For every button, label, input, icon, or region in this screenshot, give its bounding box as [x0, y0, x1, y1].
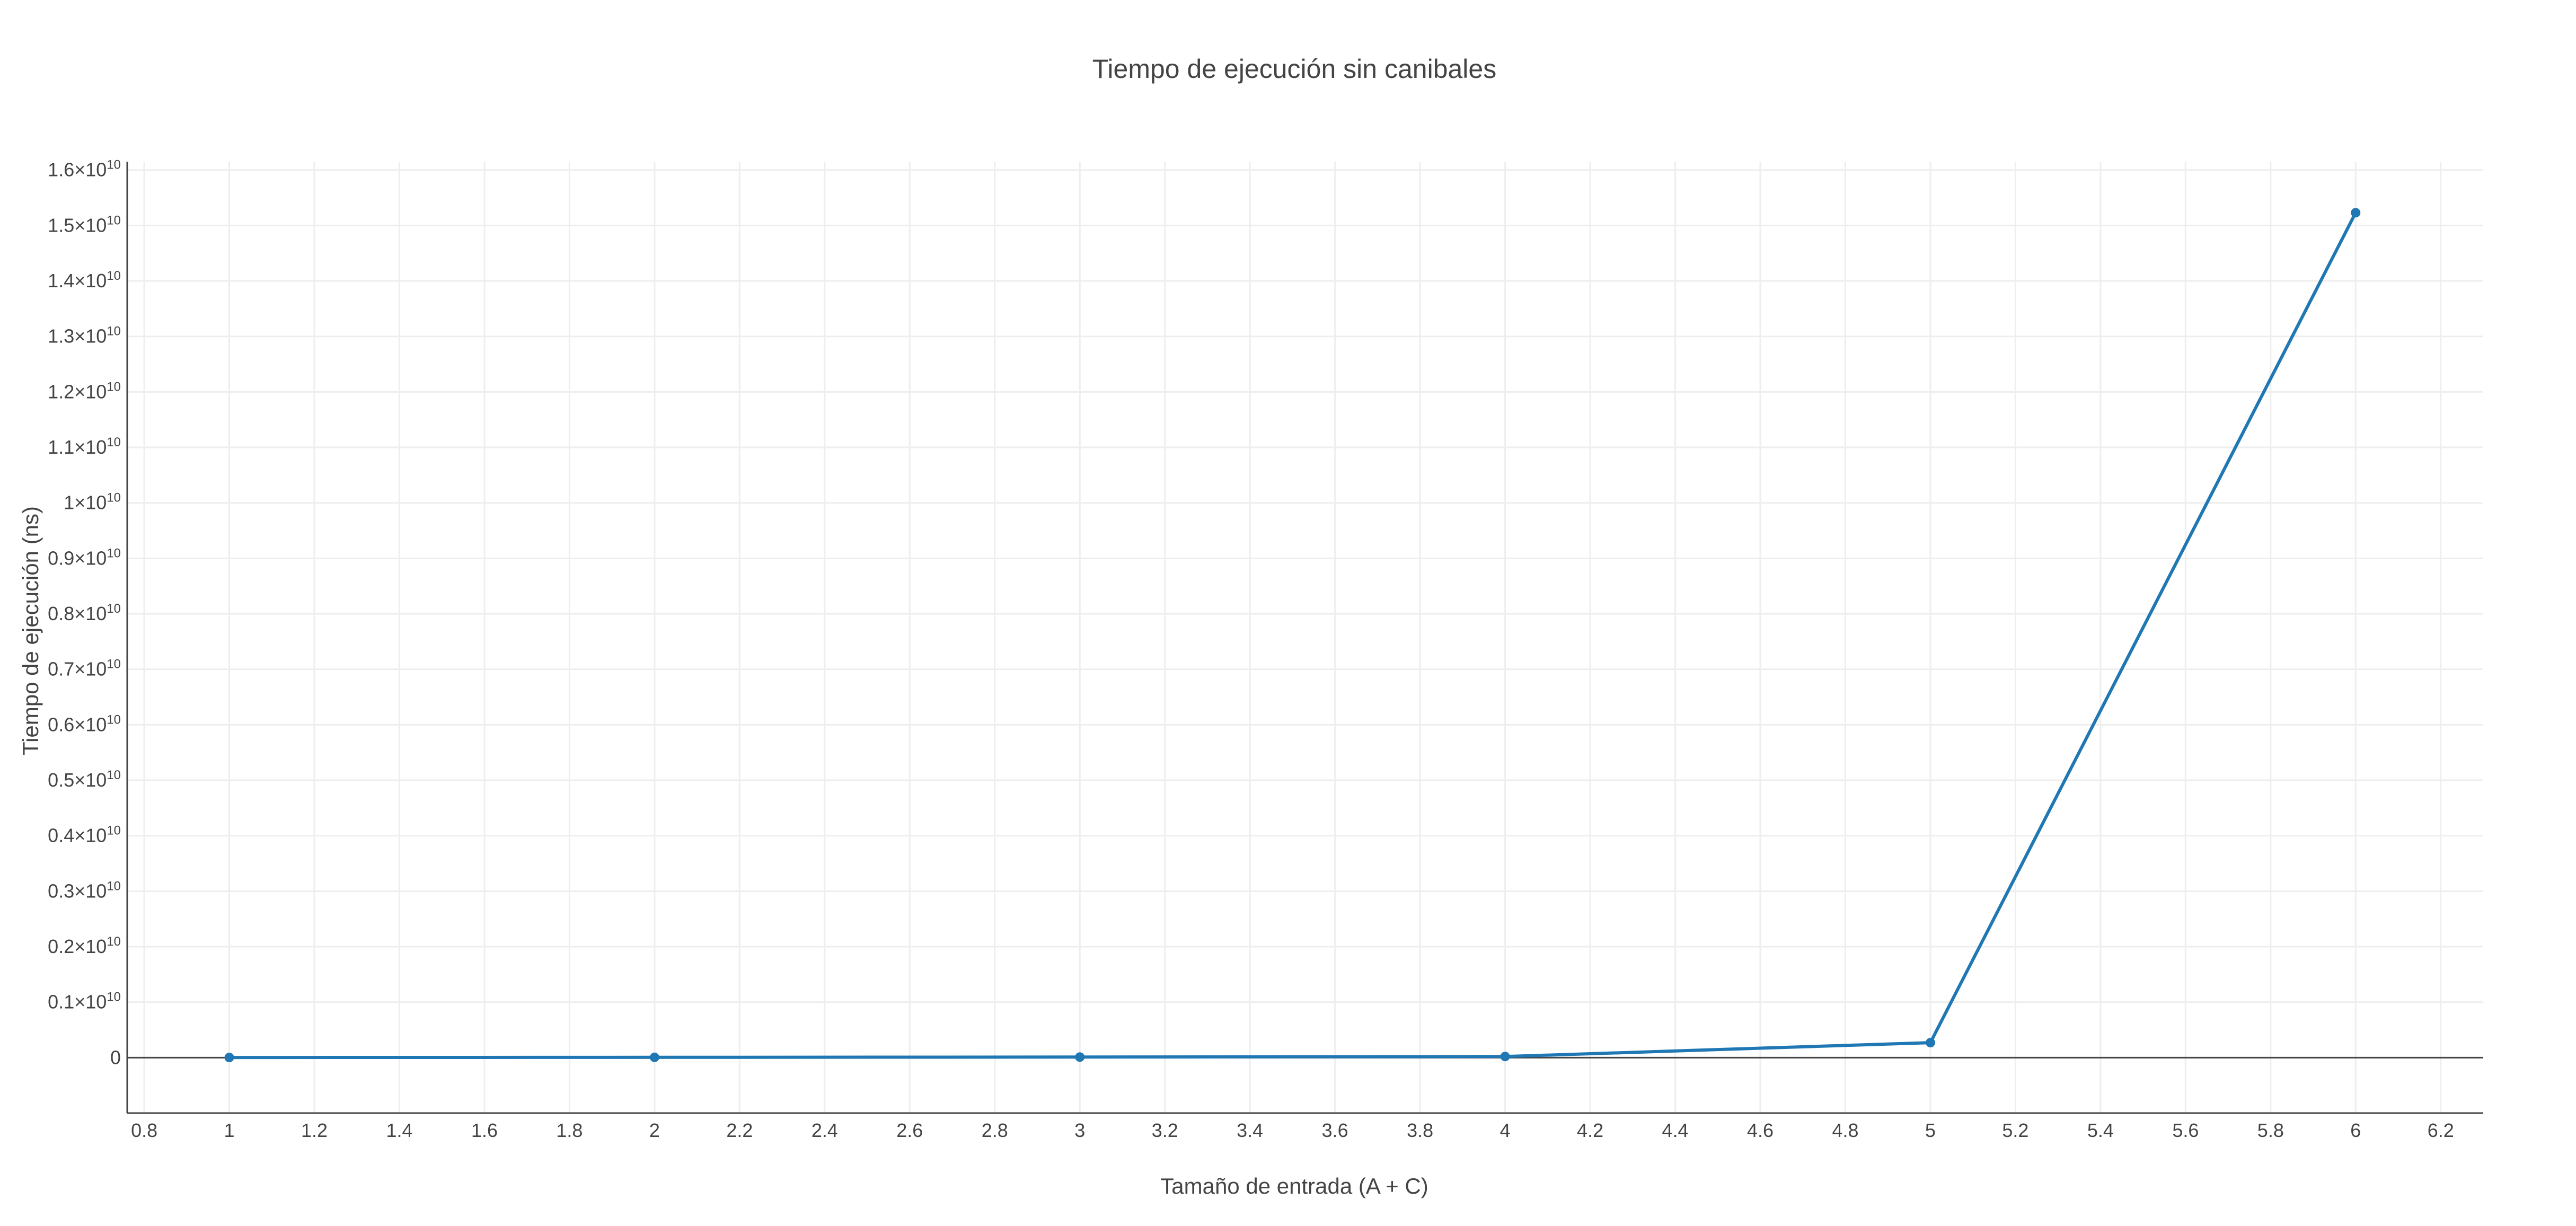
- series-group: [224, 208, 2361, 1063]
- y-tick-label: 1×1010: [64, 491, 121, 514]
- x-axis-title: Tamaño de entrada (A + C): [1160, 1174, 1428, 1198]
- y-gridlines: [127, 169, 2483, 1003]
- y-tick-mantissa: 0.5×10: [48, 769, 107, 791]
- y-tick-label: 0.6×1010: [48, 712, 121, 735]
- x-tick-label: 0.8: [131, 1119, 157, 1141]
- x-tick-labels: 0.8 1 1.2 1.4 1.6 1.8 2 2.2 2.4 2.6 2.8 3 3.2 3.4 3.6 3…: [131, 1119, 2454, 1141]
- y-tick-exponent: 10: [107, 269, 121, 283]
- y-tick-mantissa: 1×10: [64, 492, 107, 514]
- y-tick-exponent: 10: [107, 768, 121, 782]
- x-tick-label: 3: [1074, 1119, 1085, 1141]
- y-tick-label: 0.7×1010: [48, 657, 121, 680]
- y-tick-exponent: 10: [107, 990, 121, 1004]
- y-tick-mantissa: 1.3×10: [48, 325, 107, 347]
- y-tick-exponent: 10: [107, 380, 121, 394]
- x-tick-label: 1.8: [556, 1119, 583, 1141]
- x-tick-label: 6: [2350, 1119, 2361, 1141]
- y-tick-exponent: 10: [107, 934, 121, 949]
- x-tick-label: 2.6: [896, 1119, 923, 1141]
- x-tick-label: 4: [1500, 1119, 1511, 1141]
- x-tick-label: 4.6: [1747, 1119, 1774, 1141]
- y-tick-mantissa: 0.6×10: [48, 713, 107, 735]
- y-tick-label: 0.8×1010: [48, 602, 121, 624]
- y-tick-mantissa: 1.1×10: [48, 436, 107, 458]
- y-tick-label: 1.2×1010: [48, 380, 121, 402]
- y-tick-exponent: 10: [107, 435, 121, 449]
- y-tick-label: 1.6×1010: [48, 158, 121, 181]
- y-tick-label: 0.3×1010: [48, 879, 121, 902]
- data-point[interactable]: [1500, 1052, 1510, 1062]
- data-point[interactable]: [1075, 1052, 1085, 1062]
- y-tick-exponent: 10: [107, 546, 121, 560]
- x-tick-label: 5.8: [2257, 1119, 2284, 1141]
- y-tick-mantissa: 1.2×10: [48, 381, 107, 402]
- y-axis-title: Tiempo de ejecución (ns): [18, 506, 43, 755]
- x-tick-label: 2.4: [811, 1119, 838, 1141]
- y-tick-label: 1.3×1010: [48, 324, 121, 347]
- y-tick-exponent: 10: [107, 712, 121, 727]
- y-tick-exponent: 10: [107, 158, 121, 172]
- series-line: [229, 211, 2357, 1060]
- y-tick-mantissa: 0.3×10: [48, 880, 107, 902]
- x-tick-label: 2: [649, 1119, 660, 1141]
- x-tick-label: 1.2: [301, 1119, 328, 1141]
- y-tick-mantissa: 1.4×10: [48, 270, 107, 292]
- y-tick-exponent: 10: [107, 824, 121, 838]
- x-tick-label: 3.4: [1237, 1119, 1263, 1141]
- x-tick-label: 5: [1925, 1119, 1936, 1141]
- data-point[interactable]: [2351, 208, 2361, 218]
- x-tick-label: 3.8: [1407, 1119, 1433, 1141]
- y-tick-mantissa: 0.4×10: [48, 825, 107, 846]
- y-tick-exponent: 10: [107, 657, 121, 672]
- y-tick-mantissa: 0: [110, 1046, 121, 1068]
- x-tick-label: 4.2: [1577, 1119, 1603, 1141]
- x-tick-label: 6.2: [2428, 1119, 2454, 1141]
- y-tick-label: 1.4×1010: [48, 269, 121, 292]
- y-tick-label: 0: [110, 1046, 121, 1068]
- x-tick-label: 3.2: [1152, 1119, 1178, 1141]
- data-point[interactable]: [649, 1052, 659, 1062]
- data-point[interactable]: [1925, 1038, 1935, 1048]
- x-tick-label: 3.6: [1322, 1119, 1348, 1141]
- y-tick-label: 1.1×1010: [48, 435, 121, 458]
- y-tick-labels: 00.1×10100.2×10100.3×10100.4×10100.5×101…: [48, 158, 121, 1069]
- chart-title: Tiempo de ejecución sin canibales: [1092, 54, 1496, 84]
- y-tick-label: 0.9×1010: [48, 546, 121, 569]
- y-tick-label: 1.5×1010: [48, 213, 121, 236]
- data-point[interactable]: [224, 1053, 234, 1063]
- y-tick-exponent: 10: [107, 324, 121, 339]
- y-tick-mantissa: 0.9×10: [48, 547, 107, 569]
- y-tick-mantissa: 0.2×10: [48, 936, 107, 957]
- x-tick-label: 1: [224, 1119, 235, 1141]
- x-tick-label: 5.2: [2002, 1119, 2028, 1141]
- y-tick-label: 0.4×1010: [48, 824, 121, 846]
- x-tick-label: 4.4: [1662, 1119, 1689, 1141]
- x-tick-label: 1.6: [471, 1119, 498, 1141]
- x-tick-label: 5.4: [2087, 1119, 2114, 1141]
- x-tick-label: 2.8: [982, 1119, 1008, 1141]
- x-gridlines: [143, 162, 2442, 1113]
- y-tick-label: 0.2×1010: [48, 934, 121, 957]
- y-tick-mantissa: 1.5×10: [48, 214, 107, 236]
- y-tick-exponent: 10: [107, 491, 121, 505]
- x-tick-label: 4.8: [1832, 1119, 1858, 1141]
- x-tick-label: 1.4: [386, 1119, 412, 1141]
- x-tick-label: 5.6: [2172, 1119, 2199, 1141]
- y-tick-mantissa: 0.1×10: [48, 991, 107, 1013]
- y-tick-exponent: 10: [107, 213, 121, 227]
- y-tick-mantissa: 0.8×10: [48, 603, 107, 624]
- y-tick-mantissa: 1.6×10: [48, 159, 107, 181]
- y-tick-exponent: 10: [107, 879, 121, 893]
- x-tick-label: 2.2: [726, 1119, 753, 1141]
- y-tick-label: 0.1×1010: [48, 990, 121, 1013]
- y-tick-mantissa: 0.7×10: [48, 658, 107, 680]
- y-tick-label: 0.5×1010: [48, 768, 121, 791]
- y-tick-exponent: 10: [107, 602, 121, 616]
